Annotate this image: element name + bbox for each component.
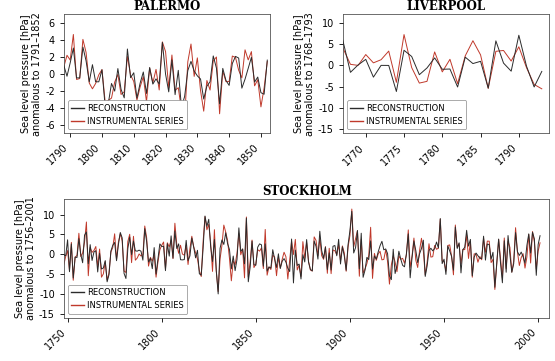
- Title: STOCKHOLM: STOCKHOLM: [262, 184, 351, 197]
- Y-axis label: Sea level pressure [hPa]
anomalous to 1756–2001: Sea level pressure [hPa] anomalous to 17…: [14, 196, 36, 320]
- Y-axis label: Sea level pressure [hPa]
anomalous to 1791–1852: Sea level pressure [hPa] anomalous to 17…: [21, 12, 42, 136]
- Legend: RECONSTRUCTION, INSTRUMENTAL SERIES: RECONSTRUCTION, INSTRUMENTAL SERIES: [68, 100, 187, 129]
- Title: LIVERPOOL: LIVERPOOL: [407, 0, 486, 13]
- Legend: RECONSTRUCTION, INSTRUMENTAL SERIES: RECONSTRUCTION, INSTRUMENTAL SERIES: [68, 285, 187, 313]
- Legend: RECONSTRUCTION, INSTRUMENTAL SERIES: RECONSTRUCTION, INSTRUMENTAL SERIES: [347, 100, 466, 129]
- Title: PALERMO: PALERMO: [134, 0, 201, 13]
- Y-axis label: Sea level pressure [hPa]
anomalous to 1768–1793: Sea level pressure [hPa] anomalous to 17…: [294, 12, 315, 136]
